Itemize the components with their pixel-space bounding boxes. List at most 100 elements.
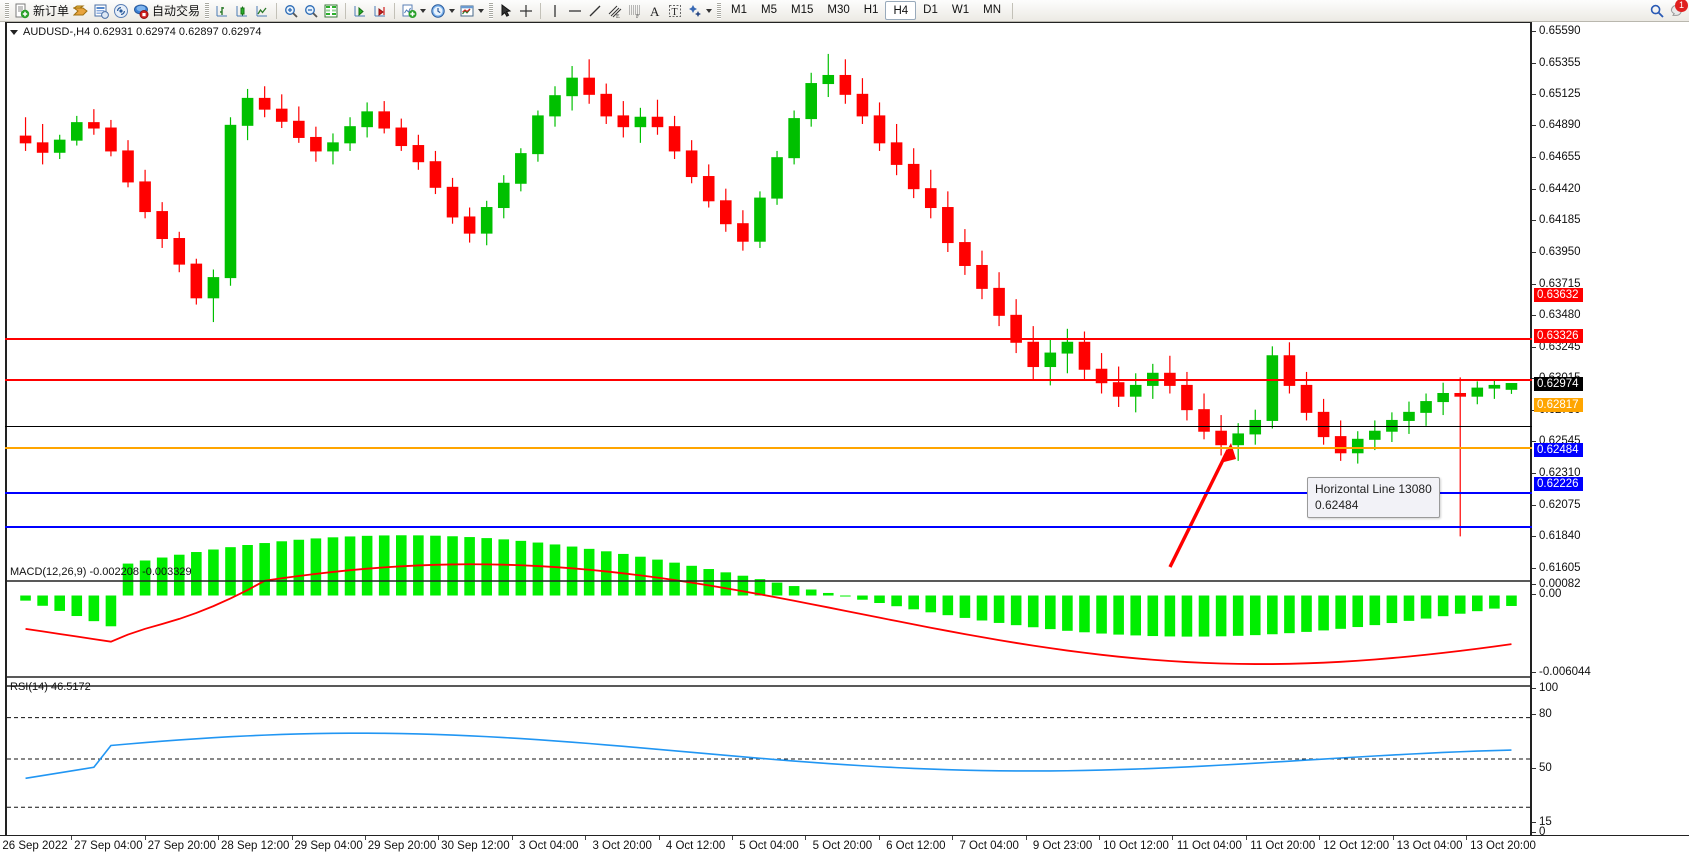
pivot-line-tag[interactable]: 0.62817: [1534, 397, 1583, 412]
macd-axis-tick: -0.006044: [1532, 666, 1591, 678]
zoom-in-icon: [283, 3, 299, 19]
bar-chart-icon: [214, 3, 230, 19]
time-axis-tickmark: [732, 836, 733, 840]
chevron-down-icon-3[interactable]: [478, 8, 485, 13]
text-tool-button[interactable]: A: [645, 1, 665, 21]
time-axis-tickmark: [144, 836, 146, 840]
time-axis-tick: 28 Sep 12:00: [220, 840, 290, 852]
timeframe-d1[interactable]: D1: [923, 4, 938, 16]
period-button[interactable]: [428, 1, 457, 21]
time-axis-tickmark: [1319, 836, 1321, 840]
toolbar-grip-4[interactable]: [717, 2, 722, 19]
add-indicator-button[interactable]: [399, 1, 428, 21]
chevron-down-icon-2[interactable]: [449, 8, 456, 13]
timeframe-mn[interactable]: MN: [983, 4, 1001, 16]
timeframe-w1[interactable]: W1: [951, 4, 970, 16]
timeframe-h4[interactable]: H4: [885, 1, 917, 20]
hline-support-2[interactable]: [5, 526, 1532, 528]
time-axis-tickmark: [878, 836, 880, 840]
tooltip-value: 0.62484: [1315, 498, 1359, 512]
price-axis-tick: 0.65590: [1532, 25, 1581, 37]
collapse-triangle-icon[interactable]: [10, 29, 18, 35]
zoom-out-button[interactable]: [301, 1, 321, 21]
time-axis-tickmark: [1245, 836, 1247, 840]
macd-indicator-label: MACD(12,26,9) -0.002208 -0.003329: [10, 566, 192, 578]
templates-icon: [459, 3, 475, 19]
up-arrow-annotation: [1168, 443, 1236, 568]
shapes-tool-button[interactable]: [685, 1, 714, 21]
chevron-down-icon[interactable]: [420, 8, 427, 13]
fibonacci-tool-button[interactable]: F: [625, 1, 645, 21]
support-line-tag[interactable]: 0.62226: [1534, 477, 1583, 492]
price-axis-tick: 0.62075: [1532, 499, 1581, 511]
timeframe-m30[interactable]: M30: [827, 4, 850, 16]
folder-button[interactable]: [71, 1, 91, 21]
toolbar-grip-2[interactable]: [205, 2, 210, 19]
timeframe-m1[interactable]: M1: [731, 4, 748, 16]
chart-grid-button[interactable]: [321, 1, 341, 21]
time-axis-tickmark: [1466, 836, 1467, 840]
profiles-button[interactable]: [91, 1, 111, 21]
timeframe-m15[interactable]: M15: [791, 4, 814, 16]
auto-scroll-button[interactable]: [350, 1, 370, 21]
chart-shift-button[interactable]: [370, 1, 390, 21]
notification-button[interactable]: 1: [1667, 0, 1688, 21]
price-axis[interactable]: 0.65590 0.65355 0.65125 0.64890 0.64655 0.644…: [1532, 22, 1689, 858]
folder-icon: [73, 3, 89, 19]
crosshair-icon: [518, 3, 534, 19]
resistance-line-tag[interactable]: 0.63632: [1534, 287, 1583, 302]
add-indicator-icon: [401, 3, 417, 19]
time-axis-tick: 27 Sep 04:00: [74, 840, 143, 852]
time-axis-tickmark: [952, 836, 954, 840]
price-axis-tick: 0.63245: [1532, 341, 1581, 353]
crosshair-tool-button[interactable]: [516, 1, 536, 21]
signals-button[interactable]: [111, 1, 131, 21]
auto-trading-button[interactable]: 自动交易: [131, 1, 202, 21]
timeframe-group: M1 M5 M15 M30 H1 H4 D1 W1 MN: [724, 1, 1008, 20]
timeframe-m5[interactable]: M5: [761, 4, 777, 16]
time-axis[interactable]: 26 Sep 2022 27 Sep 04:00 27 Sep 20:00 28 Se…: [0, 835, 1689, 858]
horizontal-line-tool-button[interactable]: [565, 1, 585, 21]
time-axis-tickmark: [438, 836, 440, 840]
time-axis-tick: 30 Sep 12:00: [441, 840, 510, 852]
time-axis-tickmark: [365, 836, 366, 840]
time-axis-tick: 12 Oct 12:00: [1323, 840, 1390, 852]
line-chart-button[interactable]: [252, 1, 272, 21]
search-button[interactable]: [1647, 1, 1667, 21]
zoom-in-button[interactable]: [281, 1, 301, 21]
support-line-tag[interactable]: 0.62484: [1534, 442, 1583, 457]
rsi-indicator-label: RSI(14) 46.5172: [10, 681, 91, 693]
candlestick-chart-button[interactable]: [232, 1, 252, 21]
cursor-tool-button[interactable]: [496, 1, 516, 21]
bar-chart-button[interactable]: [212, 1, 232, 21]
toolbar-separator-2: [345, 2, 347, 19]
equidistant-channel-tool-button[interactable]: E: [605, 1, 625, 21]
resistance-line-tag[interactable]: 0.63326: [1534, 329, 1583, 344]
current-price-tag[interactable]: 0.62974: [1534, 376, 1583, 391]
hline-current-price[interactable]: [5, 426, 1532, 427]
price-axis-tick: 0.64655: [1532, 151, 1581, 163]
chevron-down-icon-4[interactable]: [706, 8, 713, 13]
trendline-icon: [587, 3, 603, 19]
trendline-tool-button[interactable]: [585, 1, 605, 21]
price-axis-tick: 0.62310: [1532, 467, 1581, 479]
candlestick-chart-icon: [234, 3, 250, 19]
rsi-axis-tick: 0: [1532, 826, 1545, 838]
hline-pivot[interactable]: [5, 447, 1532, 449]
templates-button[interactable]: [457, 1, 486, 21]
chart-area[interactable]: AUDUSD-,H4 0.62931 0.62974 0.62897 0.629…: [0, 22, 1689, 858]
price-axis-tick: 0.63950: [1532, 246, 1581, 258]
toolbar-grip[interactable]: [5, 2, 9, 19]
svg-text:E: E: [616, 14, 620, 19]
new-order-button[interactable]: 新订单: [12, 1, 71, 21]
hline-support-1[interactable]: [5, 492, 1532, 494]
vertical-line-tool-button[interactable]: [545, 1, 565, 21]
toolbar-grip-3[interactable]: [489, 2, 494, 19]
time-axis-tickmark: [511, 836, 513, 840]
period-clock-icon: [430, 3, 446, 19]
hline-resistance-2[interactable]: [5, 379, 1532, 381]
text-label-tool-button[interactable]: T: [665, 1, 685, 21]
hline-resistance-1[interactable]: [5, 338, 1532, 340]
timeframe-h1[interactable]: H1: [863, 4, 879, 16]
line-chart-icon: [254, 3, 270, 19]
